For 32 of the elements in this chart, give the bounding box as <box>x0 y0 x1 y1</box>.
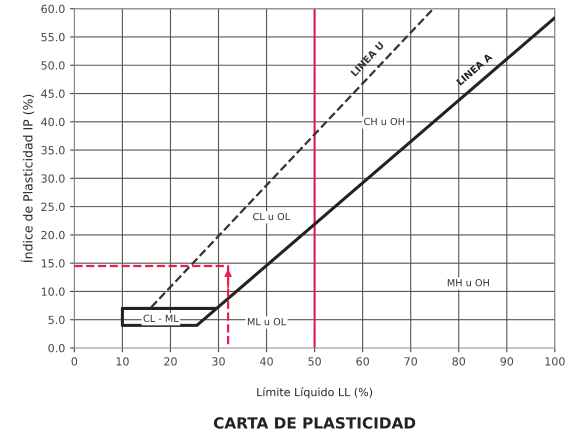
x-tick-label: 20 <box>164 357 177 366</box>
y-tick-label: 35.0 <box>41 146 65 154</box>
x-tick-label: 100 <box>545 357 565 366</box>
y-tick-label: 0.0 <box>48 344 65 352</box>
text: CARTA DE PLASTICIDAD <box>214 417 416 429</box>
annotation: CH u OH <box>364 118 404 126</box>
y-tick-label: 25.0 <box>41 202 65 212</box>
y-tick-label: 20.0 <box>41 230 65 240</box>
y-tick-label: 40.0 <box>41 118 65 126</box>
y-tick-label: 55.0 <box>41 32 65 42</box>
x-tick-label: 30 <box>212 357 225 366</box>
x-tick-label: 60 <box>356 357 369 366</box>
x-axis-title: Límite Líquido LL (%) <box>257 387 372 398</box>
x-tick-label: 40 <box>260 357 273 366</box>
x-tick-label: 70 <box>404 357 418 366</box>
x-tick-label: 90 <box>500 357 514 366</box>
annotation: MH u OH <box>448 279 489 286</box>
x-tick-label: 10 <box>116 357 129 366</box>
y-tick-label: 60.0 <box>41 4 65 14</box>
annotation: ML u OL <box>248 318 286 326</box>
y-tick-label: 5.0 <box>48 316 65 324</box>
y-tick-label: 30.0 <box>41 174 65 183</box>
annotation: CL u OL <box>253 212 290 220</box>
x-tick-label: 50 <box>308 357 321 366</box>
y-tick-label: 15.0 <box>42 259 65 268</box>
x-tick-label: 80 <box>452 357 466 366</box>
x-tick-label: 0 <box>72 357 78 366</box>
annotation: CL - ML <box>144 314 179 322</box>
y-tick-label: 10.0 <box>42 287 65 296</box>
y-axis-title: Índice de Plasticidad IP (%) <box>20 94 34 262</box>
y-tick-label: 45.0 <box>41 90 65 98</box>
y-tick-label: 50.0 <box>41 61 65 70</box>
